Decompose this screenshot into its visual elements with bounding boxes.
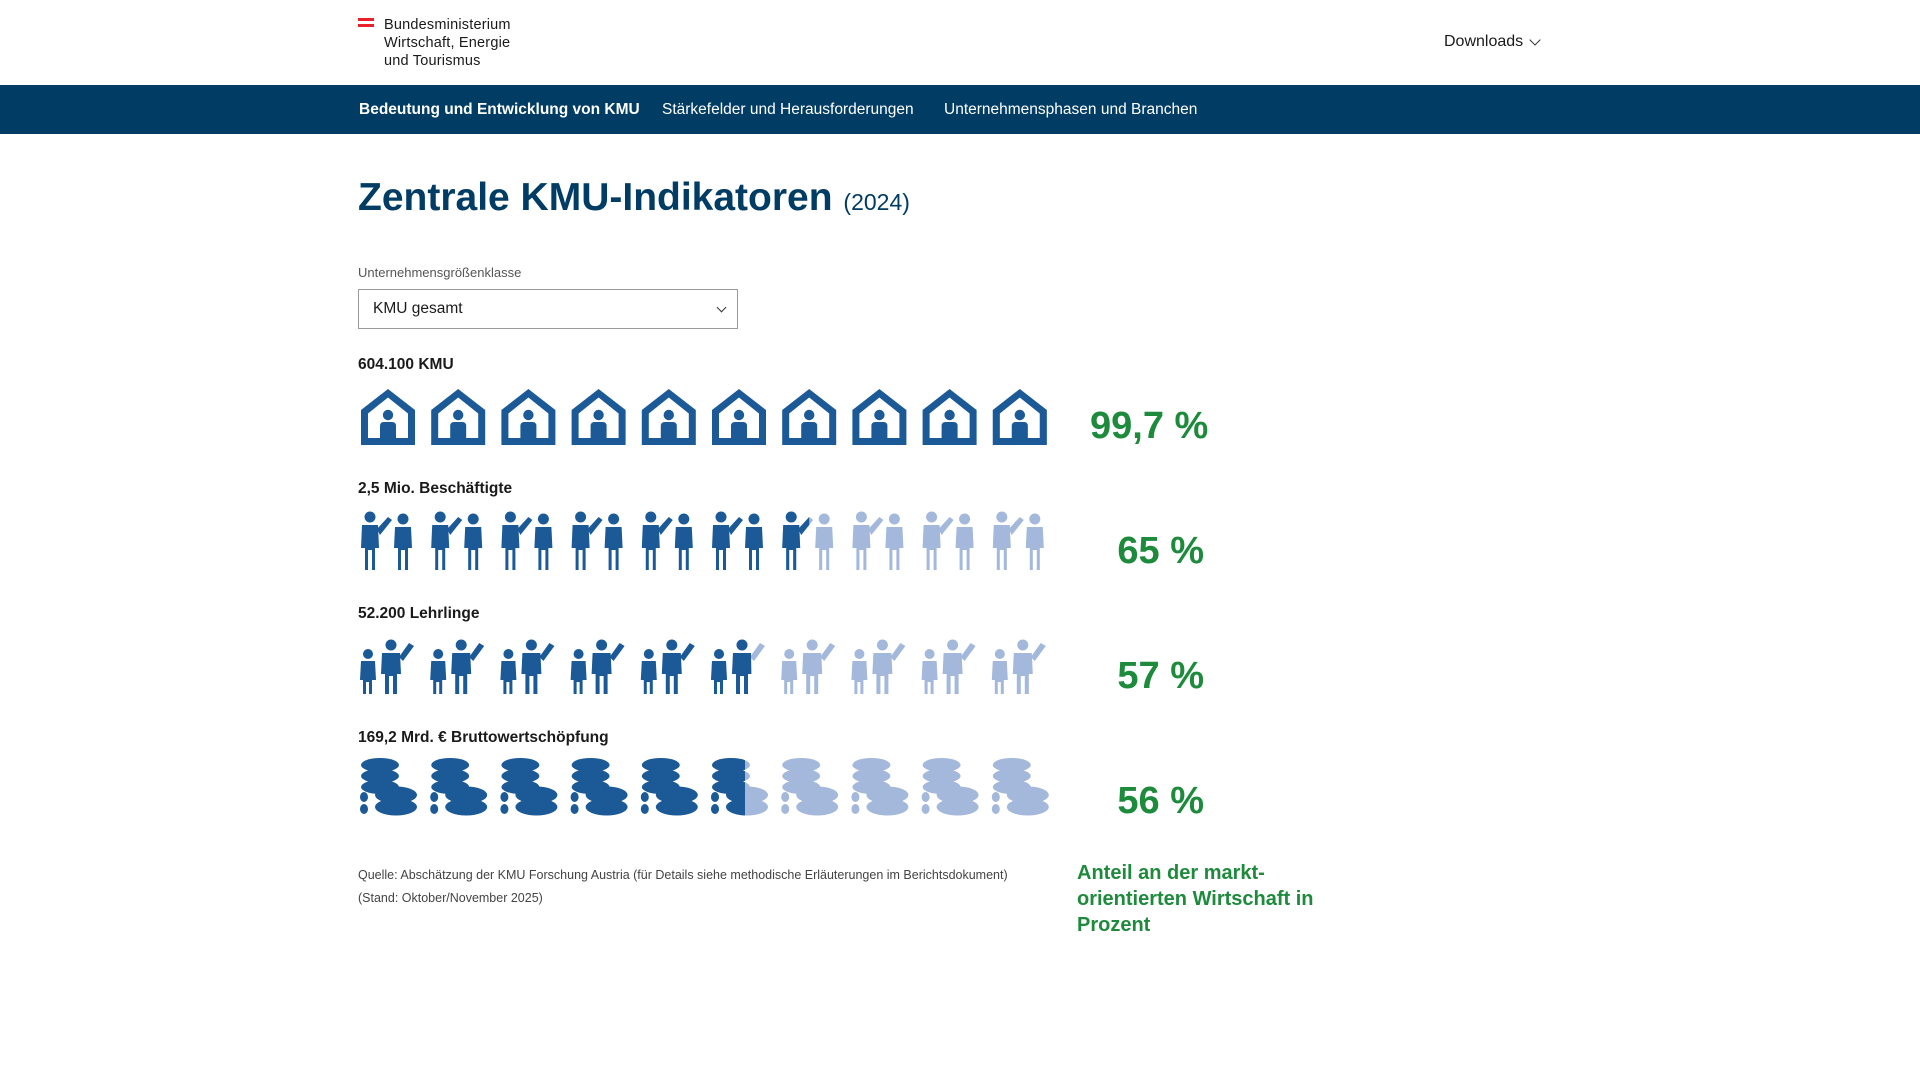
chevron-down-icon (1529, 33, 1541, 46)
indicator-percent-bruttowertschoepfung: 56 % (1117, 780, 1204, 822)
coin-stack-icon (360, 758, 417, 816)
worker-person-icon (361, 511, 412, 570)
coin-stack-icon (570, 758, 628, 816)
size-class-selected: KMU gesamt (373, 300, 463, 317)
coin-stack-icon (921, 758, 979, 816)
indicator-icons-beschaeftigte (361, 511, 1044, 570)
house-person-icon (922, 389, 977, 445)
coin-stack-icon (781, 758, 839, 816)
nav-item-unternehmensphasen[interactable]: Unternehmensphasen und Branchen (944, 101, 1198, 118)
ministry-name: Bundesministerium Wirtschaft, Energie un… (384, 16, 511, 70)
ministry-name-line: Wirtschaft, Energie (384, 35, 511, 51)
indicator-label-kmu: 604.100 KMU (358, 356, 454, 373)
indicator-icons-bruttowertschoepfung (360, 758, 1049, 816)
worker-person-icon (922, 511, 974, 570)
size-class-select[interactable]: KMU gesamt (358, 289, 738, 329)
house-person-icon (712, 389, 766, 445)
apprentice-person-icon (851, 639, 906, 694)
source-date: (Stand: Oktober/November 2025) (358, 891, 543, 905)
downloads-label: Downloads (1444, 33, 1524, 50)
apprentice-person-icon (921, 639, 976, 694)
coin-stack-icon (640, 758, 698, 816)
house-person-icon (782, 389, 837, 445)
house-person-icon (431, 389, 486, 445)
austria-flag-icon (358, 18, 374, 70)
apprentice-person-icon (991, 639, 1046, 694)
worker-person-icon (571, 511, 623, 570)
worker-person-icon (992, 511, 1044, 570)
house-person-icon (992, 389, 1047, 445)
ministry-logo[interactable]: Bundesministerium Wirtschaft, Energie un… (358, 16, 511, 70)
nav-item-staerkefelder[interactable]: Stärkefelder und Herausforderungen (662, 101, 914, 118)
worker-person-icon (712, 511, 763, 570)
source-note: Quelle: Abschätzung der KMU Forschung Au… (358, 864, 1058, 910)
indicator-percent-lehrlinge: 57 % (1117, 655, 1204, 697)
apprentice-person-icon (430, 639, 485, 694)
apprentice-person-icon (570, 639, 625, 694)
chevron-down-icon (716, 302, 727, 313)
ministry-name-line: und Tourismus (384, 53, 481, 69)
worker-person-icon (431, 511, 483, 570)
nav-item-bedeutung[interactable]: Bedeutung und Entwicklung von KMU (359, 101, 640, 118)
house-person-icon (641, 389, 696, 445)
apprentice-person-icon (711, 639, 765, 694)
size-class-label: Unternehmensgrößenklasse (358, 265, 522, 280)
worker-person-icon (641, 511, 693, 570)
house-person-icon (501, 389, 556, 445)
indicator-label-lehrlinge: 52.200 Lehrlinge (358, 605, 480, 622)
house-person-icon (852, 389, 907, 445)
coin-stack-icon (851, 758, 909, 816)
coin-stack-icon (430, 758, 488, 816)
percent-legend: Anteil an der markt-orientierten Wirtsch… (1077, 862, 1314, 936)
main-navigation: Bedeutung und Entwicklung von KMU Stärke… (0, 85, 1920, 134)
downloads-menu[interactable]: Downloads (1444, 33, 1541, 51)
coin-stack-icon (991, 758, 1049, 816)
indicator-percent-beschaeftigte: 65 % (1117, 530, 1204, 572)
worker-person-icon (782, 511, 834, 570)
worker-person-icon (852, 511, 904, 570)
indicator-percent-kmu: 99,7 % (1090, 405, 1209, 447)
indicator-label-bruttowertschoepfung: 169,2 Mrd. € Bruttowertschöpfung (358, 729, 609, 746)
top-header: Bundesministerium Wirtschaft, Energie un… (0, 0, 1920, 85)
page-title: Zentrale KMU-Indikatoren (2024) (358, 176, 910, 220)
apprentice-person-icon (781, 639, 836, 694)
ministry-name-line: Bundesministerium (384, 17, 511, 33)
apprentice-person-icon (360, 639, 414, 694)
indicator-icons-kmu (361, 389, 1047, 445)
apprentice-person-icon (640, 639, 695, 694)
worker-person-icon (501, 511, 553, 570)
indicator-icons-lehrlinge (360, 639, 1046, 694)
coin-stack-icon (500, 758, 558, 816)
page-title-text: Zentrale KMU-Indikatoren (358, 176, 833, 219)
house-person-icon (361, 389, 415, 445)
coin-stack-icon (711, 758, 768, 816)
source-line: Quelle: Abschätzung der KMU Forschung Au… (358, 868, 1008, 882)
indicator-label-beschaeftigte: 2,5 Mio. Beschäftigte (358, 480, 513, 497)
apprentice-person-icon (500, 639, 555, 694)
page-title-year: (2024) (843, 189, 910, 215)
house-person-icon (571, 389, 626, 445)
